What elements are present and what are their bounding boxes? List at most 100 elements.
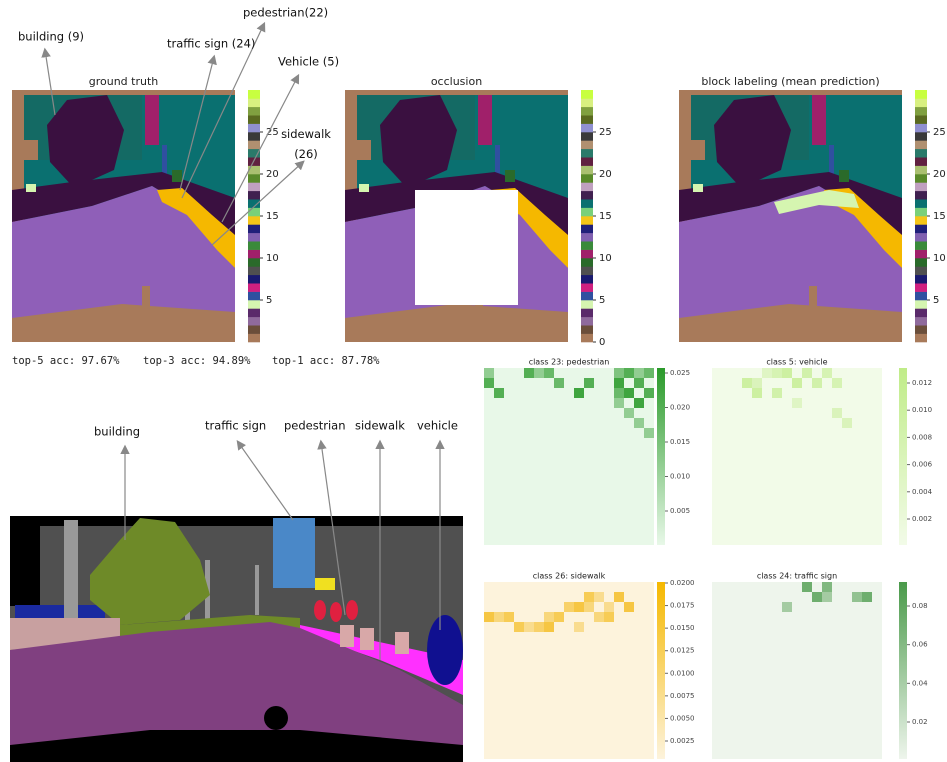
colorbar-cell bbox=[915, 283, 927, 292]
colorbar-cell bbox=[915, 166, 927, 175]
colorbar-cell bbox=[248, 98, 260, 107]
heat-cell bbox=[762, 368, 772, 378]
colorbar-tick-label: 20 bbox=[266, 169, 279, 180]
region bbox=[15, 605, 105, 620]
colorbar-cell bbox=[248, 216, 260, 225]
colorbar-tick-label: 0.02 bbox=[912, 718, 928, 726]
heat-cell bbox=[802, 368, 812, 378]
colorbar-tick-label: 0.04 bbox=[912, 679, 928, 687]
heat-cell bbox=[752, 378, 762, 388]
heat-cell bbox=[524, 368, 534, 378]
colorbar-cell bbox=[915, 140, 927, 149]
heat-cell bbox=[524, 622, 534, 632]
region bbox=[346, 600, 358, 620]
colorbar-cell bbox=[248, 208, 260, 217]
heat-cell bbox=[554, 612, 564, 622]
heat-cell bbox=[584, 378, 594, 388]
heat-cell bbox=[644, 388, 654, 398]
heat-cell bbox=[822, 592, 832, 602]
colorbar-cell bbox=[248, 283, 260, 292]
colorbar-cell bbox=[248, 166, 260, 175]
colorbar-cell bbox=[248, 140, 260, 149]
scene-label: vehicle bbox=[417, 419, 458, 433]
region bbox=[145, 95, 159, 145]
colorbar-tick-label: 0.010 bbox=[912, 406, 932, 414]
pole bbox=[64, 520, 72, 620]
region bbox=[360, 628, 374, 650]
colorbar bbox=[899, 368, 907, 545]
heat-cell bbox=[554, 378, 564, 388]
colorbar-cell bbox=[581, 300, 593, 309]
heat-cell bbox=[644, 368, 654, 378]
heat-cell bbox=[634, 418, 644, 428]
colorbar-cell bbox=[915, 241, 927, 250]
colorbar-cell bbox=[581, 140, 593, 149]
annotation: building (9) bbox=[18, 30, 84, 44]
colorbar-cell bbox=[248, 266, 260, 275]
arrow bbox=[238, 442, 293, 520]
colorbar-cell bbox=[581, 132, 593, 141]
colorbar-cell bbox=[581, 292, 593, 301]
scene-label: sidewalk bbox=[355, 419, 405, 433]
colorbar-cell bbox=[248, 224, 260, 233]
heat-cell bbox=[634, 368, 644, 378]
colorbar-cell bbox=[581, 115, 593, 124]
heat-cell bbox=[634, 398, 644, 408]
colorbar-cell bbox=[581, 107, 593, 116]
heat-cell bbox=[484, 612, 494, 622]
annotation: Vehicle (5) bbox=[278, 55, 339, 69]
heat-cell bbox=[494, 388, 504, 398]
colorbar-cell bbox=[915, 157, 927, 166]
heat-cell bbox=[574, 602, 584, 612]
figure: ground truth510152025occlusion0510152025… bbox=[0, 0, 947, 762]
heat-cell bbox=[534, 368, 544, 378]
occlusion-box bbox=[415, 190, 518, 305]
heat-cell bbox=[574, 388, 584, 398]
colorbar-cell bbox=[248, 250, 260, 259]
seg-panel bbox=[12, 90, 235, 342]
colorbar-cell bbox=[915, 334, 927, 343]
heat-cell bbox=[862, 592, 872, 602]
colorbar-tick-label: 0.0175 bbox=[670, 602, 695, 610]
colorbar-cell bbox=[581, 174, 593, 183]
colorbar-cell bbox=[248, 308, 260, 317]
heatmap bbox=[712, 582, 882, 759]
heatmap bbox=[712, 368, 882, 545]
heat-cell bbox=[614, 398, 624, 408]
accuracy: top-1 acc: 87.78% bbox=[272, 355, 380, 367]
colorbar-cell bbox=[248, 182, 260, 191]
colorbar-cell bbox=[915, 292, 927, 301]
colorbar-tick-label: 20 bbox=[933, 169, 946, 180]
colorbar-cell bbox=[915, 208, 927, 217]
accuracy: top-3 acc: 94.89% bbox=[143, 355, 251, 367]
colorbar-tick-label: 0.0025 bbox=[670, 737, 695, 745]
colorbar-cell bbox=[248, 115, 260, 124]
annotation: pedestrian(22) bbox=[243, 6, 328, 20]
region bbox=[10, 516, 40, 606]
heat-cell bbox=[624, 368, 634, 378]
colorbar bbox=[657, 582, 665, 759]
heat-cell bbox=[772, 368, 782, 378]
region bbox=[359, 184, 369, 192]
region bbox=[330, 602, 342, 622]
colorbar-cell bbox=[248, 275, 260, 284]
region bbox=[679, 90, 902, 95]
colorbar-cell bbox=[581, 98, 593, 107]
panel-title: occlusion bbox=[431, 75, 482, 88]
scene-label: traffic sign bbox=[205, 419, 266, 433]
colorbar-cell bbox=[915, 300, 927, 309]
colorbar-cell bbox=[581, 325, 593, 334]
colorbar-tick-label: 10 bbox=[933, 253, 946, 264]
colorbar-cell bbox=[581, 283, 593, 292]
colorbar-tick-label: 0.0200 bbox=[670, 579, 695, 587]
heat-cell bbox=[832, 408, 842, 418]
heatmap-title: class 23: pedestrian bbox=[529, 358, 610, 367]
heat-cell bbox=[634, 378, 644, 388]
heat-cell bbox=[594, 592, 604, 602]
region bbox=[142, 286, 150, 308]
region bbox=[24, 140, 38, 160]
colorbar-cell bbox=[248, 124, 260, 133]
seg-panel bbox=[679, 90, 902, 342]
colorbar-cell bbox=[248, 233, 260, 242]
colorbar-cell bbox=[248, 325, 260, 334]
